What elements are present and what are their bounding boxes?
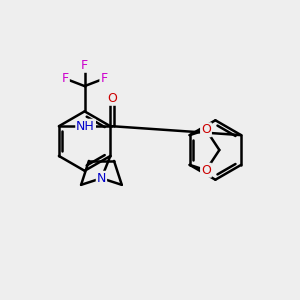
Text: F: F (62, 72, 69, 85)
Text: O: O (107, 92, 117, 105)
Text: F: F (81, 59, 88, 72)
Text: F: F (100, 72, 107, 85)
Text: NH: NH (76, 120, 95, 133)
Text: O: O (201, 123, 211, 136)
Text: N: N (97, 172, 106, 185)
Text: O: O (201, 164, 211, 177)
